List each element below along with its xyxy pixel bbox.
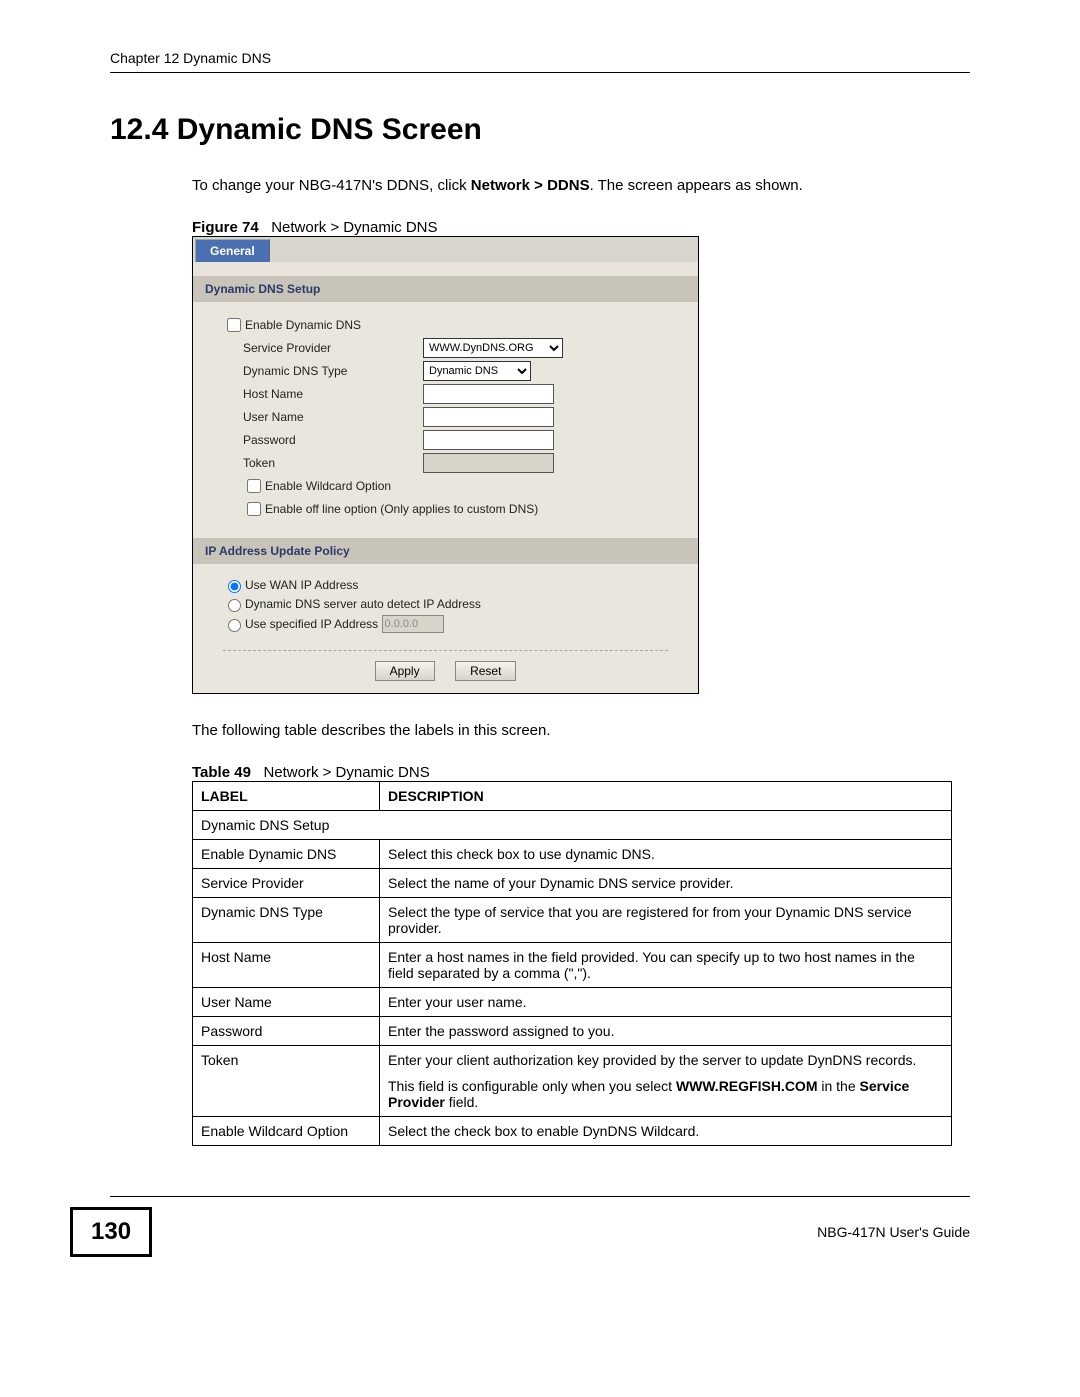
host-name-input[interactable] xyxy=(423,384,554,404)
table-row: Host NameEnter a host names in the field… xyxy=(193,942,952,987)
guide-name: NBG-417N User's Guide xyxy=(817,1224,970,1240)
page-footer: 130 NBG-417N User's Guide xyxy=(110,1196,970,1257)
table-cell-label: Service Provider xyxy=(193,868,380,897)
user-name-input[interactable] xyxy=(423,407,554,427)
table-cell-label: Token xyxy=(193,1045,380,1116)
table-cell-label: User Name xyxy=(193,987,380,1016)
enable-offline-label: Enable off line option (Only applies to … xyxy=(265,502,538,516)
enable-wildcard-checkbox[interactable] xyxy=(247,479,261,493)
figure-caption-text: Network > Dynamic DNS xyxy=(271,219,437,236)
password-label: Password xyxy=(223,433,423,447)
ddns-screenshot: General Dynamic DNS Setup Enable Dynamic… xyxy=(192,236,699,694)
section-header-ddns-setup: Dynamic DNS Setup xyxy=(193,276,698,302)
intro-post: . The screen appears as shown. xyxy=(590,177,803,194)
auto-detect-radio[interactable] xyxy=(228,599,241,612)
button-row: Apply Reset xyxy=(223,650,668,681)
table-cell-label: Dynamic DNS Type xyxy=(193,897,380,942)
ddns-type-select[interactable]: Dynamic DNS xyxy=(423,361,531,381)
user-name-label: User Name xyxy=(223,410,423,424)
table-cell-description: Enter your client authorization key prov… xyxy=(380,1045,952,1116)
form-ip-policy: Use WAN IP Address Dynamic DNS server au… xyxy=(193,564,698,642)
reset-button[interactable]: Reset xyxy=(455,661,516,681)
tab-general[interactable]: General xyxy=(195,239,270,262)
intro-pre: To change your NBG-417N's DDNS, click xyxy=(192,177,471,194)
figure-label: Figure 74 xyxy=(192,219,259,236)
host-name-label: Host Name xyxy=(223,387,423,401)
table-row: Dynamic DNS TypeSelect the type of servi… xyxy=(193,897,952,942)
table-row: Enable Dynamic DNSSelect this check box … xyxy=(193,839,952,868)
form-ddns-setup: Enable Dynamic DNS Service Provider WWW.… xyxy=(193,302,698,528)
password-input[interactable] xyxy=(423,430,554,450)
table-cell-description: Enter your user name. xyxy=(380,987,952,1016)
ddns-type-label: Dynamic DNS Type xyxy=(223,364,423,378)
auto-detect-label: Dynamic DNS server auto detect IP Addres… xyxy=(245,597,481,611)
intro-paragraph: To change your NBG-417N's DDNS, click Ne… xyxy=(192,175,970,197)
table-cell-label: Host Name xyxy=(193,942,380,987)
table-cell-description: Enter the password assigned to you. xyxy=(380,1016,952,1045)
service-provider-select[interactable]: WWW.DynDNS.ORG xyxy=(423,338,563,358)
chapter-header: Chapter 12 Dynamic DNS xyxy=(110,50,970,73)
table-cell-description: Select the check box to enable DynDNS Wi… xyxy=(380,1116,952,1145)
token-input[interactable] xyxy=(423,453,554,473)
enable-ddns-checkbox[interactable] xyxy=(227,318,241,332)
section-title: 12.4 Dynamic DNS Screen xyxy=(110,113,970,147)
table-cell-description: Enter a host names in the field provided… xyxy=(380,942,952,987)
tab-row: General xyxy=(193,237,698,262)
figure-caption: Figure 74 Network > Dynamic DNS xyxy=(192,219,970,236)
use-specified-label: Use specified IP Address xyxy=(245,617,378,631)
table-cell-label: Password xyxy=(193,1016,380,1045)
table-row: Service ProviderSelect the name of your … xyxy=(193,868,952,897)
table-cell-label: Enable Wildcard Option xyxy=(193,1116,380,1145)
apply-button[interactable]: Apply xyxy=(375,661,435,681)
section-header-ip-policy: IP Address Update Policy xyxy=(193,538,698,564)
enable-wildcard-label: Enable Wildcard Option xyxy=(265,479,391,493)
table-cell-description: Select the type of service that you are … xyxy=(380,897,952,942)
table-row: TokenEnter your client authorization key… xyxy=(193,1045,952,1116)
specified-ip-input[interactable] xyxy=(382,615,444,633)
intro-bold: Network > DDNS xyxy=(471,177,590,194)
table-row: Enable Wildcard OptionSelect the check b… xyxy=(193,1116,952,1145)
token-label: Token xyxy=(223,456,423,470)
page-number: 130 xyxy=(70,1207,152,1257)
table-header-description: DESCRIPTION xyxy=(380,781,952,810)
enable-offline-checkbox[interactable] xyxy=(247,502,261,516)
table-cell-description: Select this check box to use dynamic DNS… xyxy=(380,839,952,868)
table-cell-label: Enable Dynamic DNS xyxy=(193,839,380,868)
table-label: Table 49 xyxy=(192,764,251,781)
table-caption-text: Network > Dynamic DNS xyxy=(263,764,429,781)
table-cell-span: Dynamic DNS Setup xyxy=(193,810,952,839)
table-header-label: LABEL xyxy=(193,781,380,810)
table-row: PasswordEnter the password assigned to y… xyxy=(193,1016,952,1045)
enable-ddns-label: Enable Dynamic DNS xyxy=(245,318,361,332)
table-cell-description: Select the name of your Dynamic DNS serv… xyxy=(380,868,952,897)
description-table: LABEL DESCRIPTION Dynamic DNS SetupEnabl… xyxy=(192,781,952,1146)
service-provider-label: Service Provider xyxy=(223,341,423,355)
table-caption: Table 49 Network > Dynamic DNS xyxy=(192,764,970,781)
use-wan-radio[interactable] xyxy=(228,580,241,593)
use-wan-label: Use WAN IP Address xyxy=(245,578,358,592)
panel-body: Dynamic DNS Setup Enable Dynamic DNS Ser… xyxy=(193,276,698,693)
table-row: User NameEnter your user name. xyxy=(193,987,952,1016)
table-row: Dynamic DNS Setup xyxy=(193,810,952,839)
use-specified-radio[interactable] xyxy=(228,619,241,632)
following-text: The following table describes the labels… xyxy=(192,720,970,742)
